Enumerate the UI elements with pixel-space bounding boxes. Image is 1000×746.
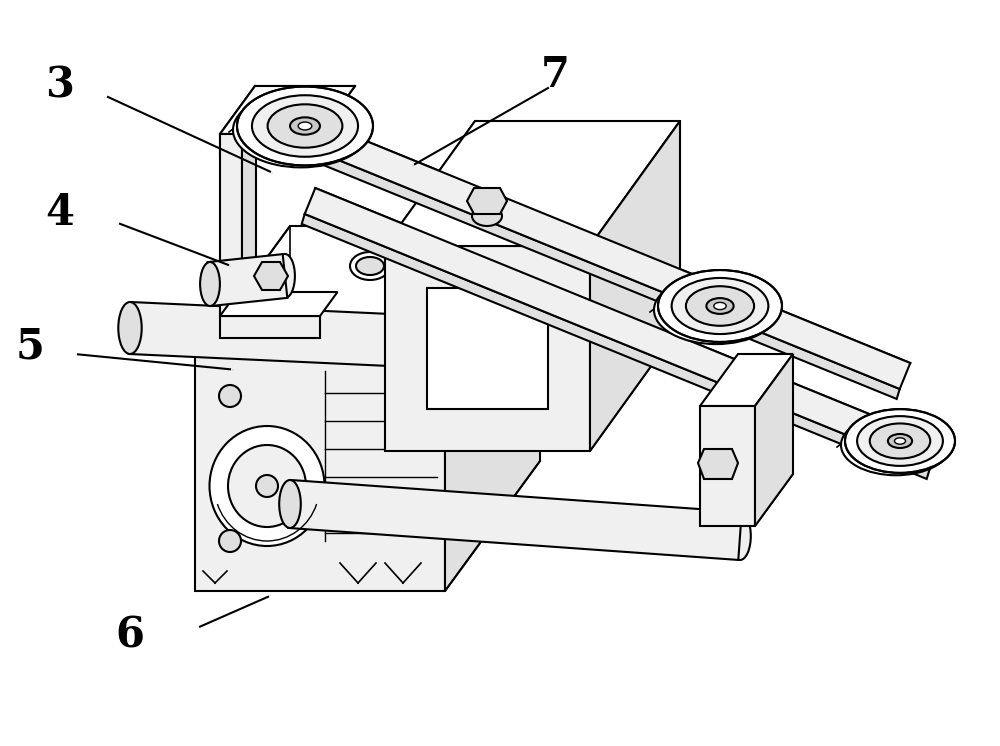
Polygon shape <box>195 226 540 356</box>
Text: 7: 7 <box>541 54 569 95</box>
Polygon shape <box>129 302 521 372</box>
Polygon shape <box>445 226 540 591</box>
Ellipse shape <box>279 480 301 528</box>
Ellipse shape <box>256 475 278 497</box>
Ellipse shape <box>841 415 951 475</box>
Polygon shape <box>220 292 338 316</box>
Ellipse shape <box>350 252 390 280</box>
Ellipse shape <box>356 257 384 275</box>
Ellipse shape <box>118 302 142 354</box>
Ellipse shape <box>870 424 930 459</box>
Polygon shape <box>698 449 738 479</box>
Polygon shape <box>427 288 548 409</box>
Ellipse shape <box>219 385 241 407</box>
Polygon shape <box>590 121 680 451</box>
Ellipse shape <box>888 434 912 448</box>
Text: 5: 5 <box>16 326 44 368</box>
Text: 6: 6 <box>116 615 144 656</box>
Ellipse shape <box>233 93 369 167</box>
Ellipse shape <box>228 445 306 527</box>
Polygon shape <box>385 246 590 451</box>
Text: 4: 4 <box>46 192 74 233</box>
Ellipse shape <box>706 298 734 314</box>
Polygon shape <box>220 134 242 316</box>
Polygon shape <box>195 356 445 591</box>
Polygon shape <box>220 316 320 338</box>
Polygon shape <box>220 134 320 156</box>
Ellipse shape <box>658 270 782 342</box>
Ellipse shape <box>508 320 532 372</box>
Ellipse shape <box>237 87 373 166</box>
Polygon shape <box>755 354 793 526</box>
Ellipse shape <box>298 122 312 130</box>
Ellipse shape <box>672 278 768 334</box>
Polygon shape <box>305 188 940 469</box>
Ellipse shape <box>895 438 906 444</box>
Ellipse shape <box>845 409 955 473</box>
Polygon shape <box>467 188 507 214</box>
Ellipse shape <box>654 276 778 344</box>
Ellipse shape <box>268 104 342 148</box>
Polygon shape <box>275 108 910 389</box>
Ellipse shape <box>275 254 295 298</box>
Ellipse shape <box>472 206 502 226</box>
Polygon shape <box>272 134 900 399</box>
Polygon shape <box>700 354 793 406</box>
Ellipse shape <box>686 286 754 326</box>
Polygon shape <box>242 115 256 316</box>
Polygon shape <box>302 214 930 479</box>
Polygon shape <box>254 262 288 290</box>
Ellipse shape <box>290 117 320 135</box>
Polygon shape <box>288 480 742 560</box>
Ellipse shape <box>219 530 241 552</box>
Ellipse shape <box>729 512 751 560</box>
Ellipse shape <box>252 95 358 157</box>
Text: 3: 3 <box>46 65 74 107</box>
Ellipse shape <box>714 302 726 310</box>
Polygon shape <box>700 406 755 526</box>
Polygon shape <box>385 121 680 246</box>
Ellipse shape <box>200 262 220 306</box>
Ellipse shape <box>210 426 324 546</box>
Polygon shape <box>208 254 287 306</box>
Polygon shape <box>220 86 355 134</box>
Ellipse shape <box>857 416 943 466</box>
